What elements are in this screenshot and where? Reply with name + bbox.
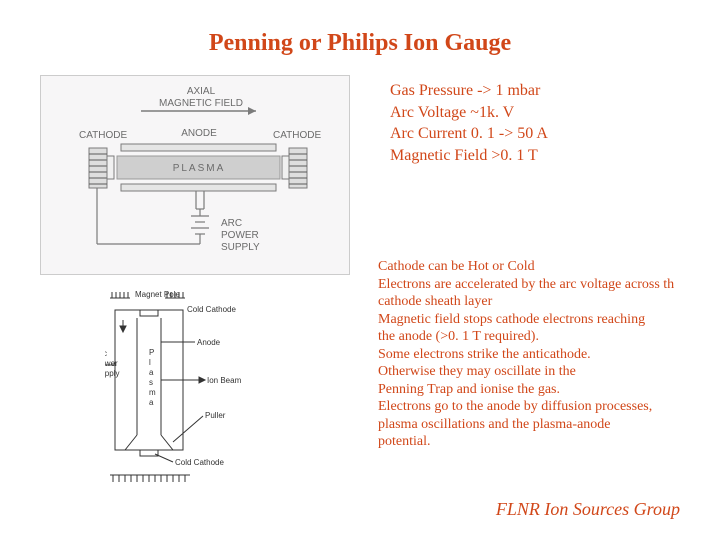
plasma-vertical-s: s: [149, 378, 153, 387]
desc-line: Some electrons strike the anticathode.: [378, 346, 720, 364]
arc-label-3: SUPPLY: [221, 242, 260, 253]
arc-label-2: POWER: [221, 230, 259, 241]
param-arc-current: Arc Current 0. 1 -> 50 A: [390, 123, 548, 145]
desc-line: the anode (>0. 1 T required).: [378, 328, 720, 346]
ion-beam-label: Ion Beam: [207, 376, 242, 385]
anode-label-2: Anode: [197, 338, 221, 347]
right-cathode-icon: [282, 148, 307, 188]
param-arc-voltage: Arc Voltage ~1k. V: [390, 102, 548, 124]
slide: Penning or Philips Ion Gauge AXIAL MAGNE…: [0, 0, 720, 540]
plasma-label: PLASMA: [173, 163, 226, 174]
desc-line: Penning Trap and ionise the gas.: [378, 381, 720, 399]
desc-line: Cathode can be Hot or Cold: [378, 258, 720, 276]
arc-label-1: ARC: [221, 218, 242, 229]
desc-line: Otherwise they may oscillate in the: [378, 363, 720, 381]
param-pressure: Gas Pressure -> 1 mbar: [390, 80, 548, 102]
magnet-pole-label: Magnet Pole: [135, 290, 180, 299]
param-mag-field: Magnetic Field >0. 1 T: [390, 145, 548, 167]
cold-cathode-bot-label: Cold Cathode: [175, 458, 224, 467]
desc-line: Magnetic field stops cathode electrons r…: [378, 311, 720, 329]
desc-line: cathode sheath layer: [378, 293, 720, 311]
description-block: Cathode can be Hot or Cold Electrons are…: [378, 258, 720, 451]
desc-line: potential.: [378, 433, 720, 451]
desc-line: Electrons are accelerated by the arc vol…: [378, 276, 720, 294]
arc-ps-label-3: Supply: [105, 369, 119, 378]
plasma-vertical-a2: a: [149, 398, 154, 407]
axial-label: AXIAL: [187, 86, 216, 97]
arc-ps-label-2: Power: [105, 359, 118, 368]
puller-label: Puller: [205, 411, 226, 420]
magfield-label: MAGNETIC FIELD: [159, 98, 243, 109]
cathode-right-label: CATHODE: [273, 130, 321, 141]
page-title: Penning or Philips Ion Gauge: [0, 0, 720, 57]
cathode-left-label: CATHODE: [79, 130, 127, 141]
parameter-list: Gas Pressure -> 1 mbar Arc Voltage ~1k. …: [390, 80, 548, 166]
desc-line: Electrons go to the anode by diffusion p…: [378, 398, 720, 416]
plasma-vertical-p: P: [149, 348, 154, 357]
footer-attribution: FLNR Ion Sources Group: [496, 499, 680, 520]
left-cathode-icon: [89, 148, 114, 188]
arc-ps-label-1: Arc: [105, 349, 107, 358]
cold-cathode-top-label: Cold Cathode: [187, 305, 236, 314]
desc-line: plasma oscillations and the plasma-anode: [378, 416, 720, 434]
plasma-vertical-l: l: [149, 358, 151, 367]
source-cross-section-diagram: Magnet Pole Cold Cathode Anode Ion Beam …: [105, 290, 285, 490]
plasma-vertical-a: a: [149, 368, 154, 377]
penning-schematic-diagram: AXIAL MAGNETIC FIELD ANODE PLASMA CATHOD…: [40, 75, 350, 275]
plasma-vertical-m: m: [149, 388, 156, 397]
anode-label: ANODE: [181, 128, 217, 139]
